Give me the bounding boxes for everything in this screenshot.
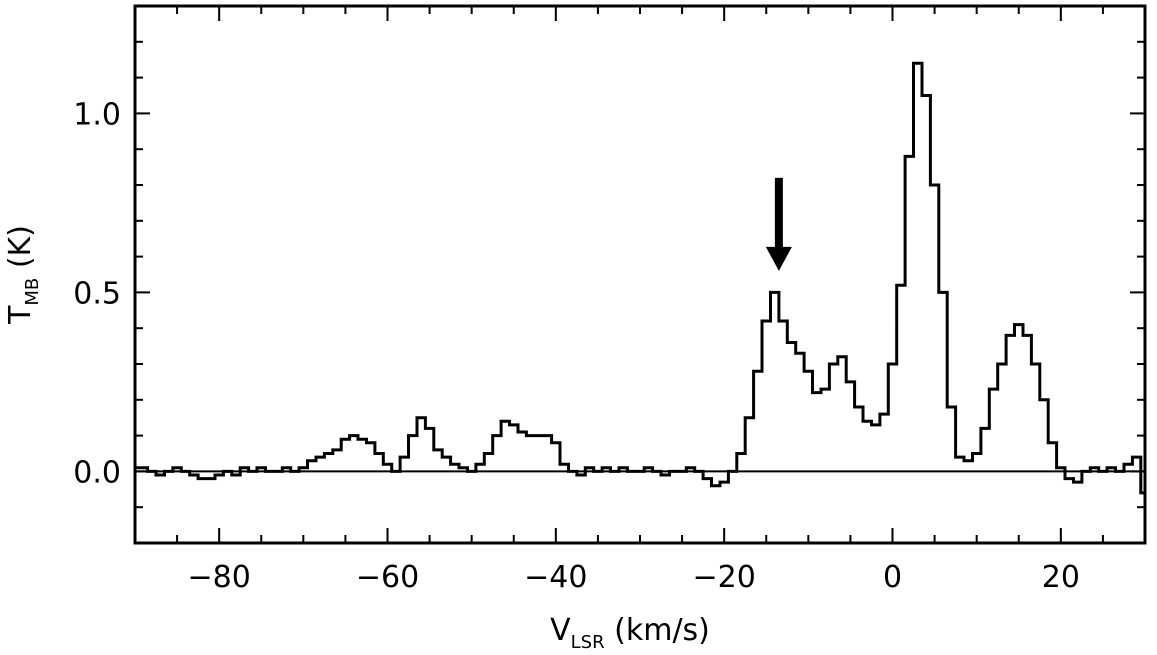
y-tick-label: 1.0 [73,97,121,132]
x-axis-title-main: V [550,613,571,648]
y-axis-title-unit: (K) [3,225,38,278]
peak-arrow-annotation [765,177,792,271]
y-tick-label: 0.0 [73,455,121,490]
y-axis-title-main: T [3,305,38,325]
x-tick-label: −80 [188,560,251,595]
y-axis-title: TMB (K) [3,225,43,325]
x-tick-label: −60 [356,560,419,595]
major-ticks [135,6,1145,543]
plot-frame [133,4,1147,545]
x-axis-title-subscript: LSR [571,632,605,653]
arrow-shaft [774,177,783,249]
x-axis-title-unit: (km/s) [605,613,710,648]
x-tick-label: −40 [524,560,587,595]
y-tick-labels: 0.0 0.5 1.0 [73,97,121,490]
y-tick-label: 0.5 [73,276,121,311]
x-tick-label: 20 [1042,560,1080,595]
spectrum-series-line [135,61,1145,495]
x-tick-label: −20 [693,560,756,595]
x-tick-labels: −80 −60 −40 −20 0 20 [188,560,1080,595]
minor-ticks [134,5,1146,544]
arrow-head [765,246,792,271]
x-axis-title: VLSR (km/s) [550,613,710,653]
x-tick-label: 0 [883,560,902,595]
y-axis-title-subscript: MB [22,278,43,306]
